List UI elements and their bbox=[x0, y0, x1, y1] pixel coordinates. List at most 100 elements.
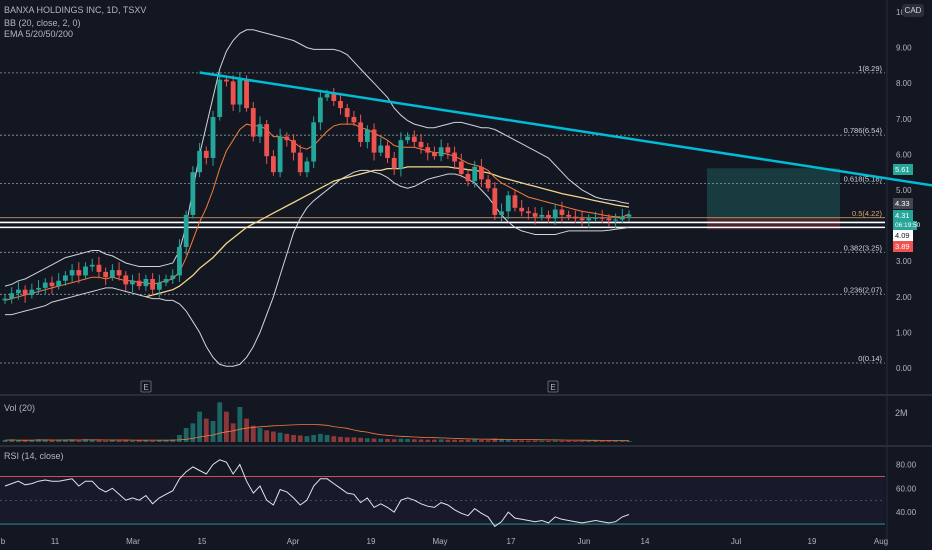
volume-bar bbox=[69, 439, 75, 442]
candle bbox=[405, 136, 410, 141]
candle bbox=[156, 282, 162, 290]
volume-bar bbox=[2, 440, 8, 442]
candle bbox=[445, 147, 451, 153]
volume-bar bbox=[16, 440, 21, 442]
trendline bbox=[199, 71, 932, 187]
volume-bar bbox=[512, 440, 518, 442]
volume-bar bbox=[103, 440, 109, 442]
volume-bar bbox=[371, 438, 377, 442]
ema-slow-line bbox=[145, 166, 630, 298]
y-tick-label: 10 bbox=[896, 8, 905, 17]
y-tick-label: 6.00 bbox=[896, 150, 912, 159]
vol-scale-label: 2M bbox=[895, 408, 908, 418]
x-tick-label: Aug bbox=[874, 537, 888, 546]
candle bbox=[613, 219, 619, 221]
candle bbox=[304, 161, 310, 173]
x-tick-label: 19 bbox=[367, 537, 376, 546]
volume-bar bbox=[465, 439, 471, 442]
volume-bar bbox=[123, 440, 129, 442]
rsi-tick-label: 60.00 bbox=[896, 484, 917, 493]
candle bbox=[586, 218, 592, 221]
stop-price-tag: 3.89 bbox=[893, 241, 913, 252]
candle bbox=[606, 218, 612, 221]
candle bbox=[311, 122, 317, 162]
x-tick-label: 15 bbox=[198, 537, 207, 546]
x-tick-label: Apr bbox=[287, 537, 300, 546]
candle bbox=[465, 173, 471, 182]
volume-bar bbox=[109, 439, 115, 442]
volume-bar bbox=[150, 440, 156, 442]
volume-bar bbox=[586, 441, 592, 442]
candle bbox=[391, 157, 397, 169]
volume-bar bbox=[411, 439, 417, 442]
candle bbox=[170, 275, 176, 279]
volume-bar bbox=[163, 439, 169, 442]
volume-bar bbox=[42, 439, 48, 442]
volume-bar bbox=[525, 440, 531, 442]
volume-bar bbox=[472, 439, 478, 442]
candle bbox=[512, 195, 518, 208]
candle bbox=[385, 145, 390, 158]
ema-legend: EMA 5/20/50/200 bbox=[4, 29, 74, 39]
x-tick-label: 19 bbox=[808, 537, 817, 546]
position-stop-zone bbox=[707, 217, 840, 230]
volume-ma-line bbox=[4, 424, 630, 442]
volume-bar bbox=[351, 437, 357, 442]
volume-bar bbox=[338, 436, 343, 442]
symbol-title: BANXA HOLDINGS INC, 1D, TSXV bbox=[4, 5, 147, 15]
rsi-band bbox=[0, 476, 885, 525]
volume-bar bbox=[532, 440, 538, 442]
fib-level-label: 0.236(2.07) bbox=[844, 285, 883, 294]
bb-upper-band bbox=[4, 29, 630, 287]
target-price-tag: 5.61 bbox=[893, 164, 913, 175]
fib-level-label: 0(0.14) bbox=[858, 354, 882, 363]
bb-legend: BB (20, close, 2, 0) bbox=[4, 18, 81, 28]
volume-bar bbox=[250, 425, 256, 442]
candle bbox=[271, 156, 276, 173]
candle bbox=[505, 195, 511, 212]
volume-bar bbox=[237, 407, 243, 442]
x-tick-label: 14 bbox=[641, 537, 650, 546]
candle bbox=[452, 152, 457, 162]
volume-bar bbox=[190, 423, 196, 442]
volume-bar bbox=[391, 439, 397, 442]
x-tick-label: b bbox=[1, 537, 6, 546]
candle bbox=[76, 270, 82, 276]
candle bbox=[217, 79, 223, 118]
volume-bar bbox=[385, 438, 390, 442]
volume-bar bbox=[398, 438, 404, 442]
volume-bar bbox=[344, 437, 350, 442]
volume-bar bbox=[378, 438, 384, 442]
candle bbox=[163, 279, 169, 283]
volume-bar bbox=[364, 438, 370, 442]
volume-bar bbox=[136, 440, 142, 442]
volume-bar bbox=[304, 436, 310, 442]
volume-bar bbox=[619, 440, 625, 442]
volume-bar bbox=[96, 440, 102, 442]
candle bbox=[2, 298, 8, 301]
volume-bar bbox=[566, 440, 572, 442]
volume-bar bbox=[197, 411, 202, 442]
volume-bar bbox=[116, 440, 122, 442]
candle bbox=[203, 150, 209, 158]
candle bbox=[109, 270, 115, 278]
candle bbox=[197, 150, 202, 173]
fib-level-label: 0.382(3.25) bbox=[844, 243, 883, 252]
volume-bar bbox=[579, 441, 585, 442]
currency-badge[interactable]: CAD bbox=[902, 4, 924, 17]
volume-bar bbox=[358, 437, 364, 442]
candle bbox=[432, 152, 437, 157]
volume-bar bbox=[405, 438, 410, 442]
candle bbox=[411, 136, 417, 142]
candle bbox=[62, 275, 68, 281]
volume-bar bbox=[36, 439, 41, 442]
x-tick-label: Jul bbox=[731, 537, 741, 546]
volume-bar bbox=[505, 439, 511, 442]
volume-bar bbox=[546, 440, 551, 442]
candle bbox=[364, 129, 370, 142]
candle bbox=[398, 140, 404, 169]
volume-bar bbox=[452, 439, 457, 442]
volume-bar bbox=[29, 439, 35, 442]
volume-bar bbox=[438, 439, 444, 442]
rsi-tick-label: 40.00 bbox=[896, 508, 917, 517]
